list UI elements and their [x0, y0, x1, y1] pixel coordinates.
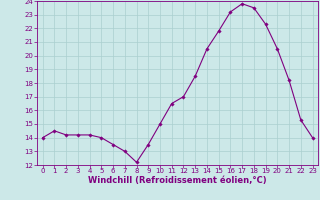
X-axis label: Windchill (Refroidissement éolien,°C): Windchill (Refroidissement éolien,°C) [88, 176, 267, 185]
